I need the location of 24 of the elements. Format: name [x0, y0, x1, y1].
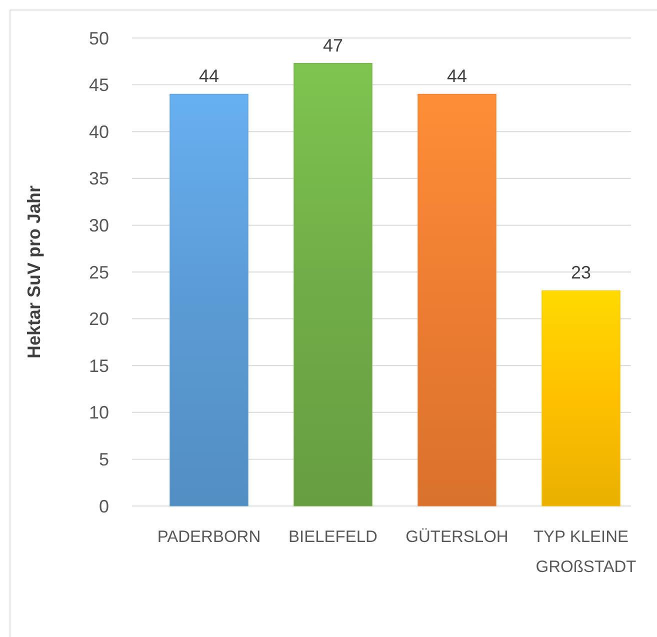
- bar: [542, 290, 620, 506]
- y-tick-label: 50: [88, 28, 109, 48]
- data-label: 44: [198, 66, 220, 86]
- data-label: 23: [570, 262, 592, 283]
- y-tick-label: 35: [88, 168, 109, 189]
- y-tick-label: 40: [88, 122, 109, 142]
- x-tick-label: TYP KLEINE GROßSTADT: [533, 528, 636, 576]
- y-tick-label: 5: [98, 450, 109, 470]
- y-tick-label: 0: [98, 496, 109, 516]
- y-tick-label: 25: [88, 262, 109, 282]
- x-tick-label: GÜTERSLOH: [406, 528, 508, 546]
- y-tick-label: 10: [88, 402, 109, 423]
- y-tick-label: 20: [88, 309, 109, 330]
- bar: [294, 62, 372, 506]
- y-tick-label: 45: [88, 75, 109, 96]
- data-label: 44: [446, 66, 468, 86]
- data-label: 47: [322, 35, 344, 56]
- y-axis-title: Hektar SuV pro Jahr: [24, 185, 44, 359]
- bar: [170, 94, 248, 506]
- y-tick-label: 30: [88, 216, 109, 236]
- bar: [418, 94, 496, 506]
- y-tick-label: 15: [88, 356, 109, 376]
- x-tick-label: PADERBORN: [157, 528, 261, 546]
- x-tick-label: BIELEFELD: [288, 528, 378, 546]
